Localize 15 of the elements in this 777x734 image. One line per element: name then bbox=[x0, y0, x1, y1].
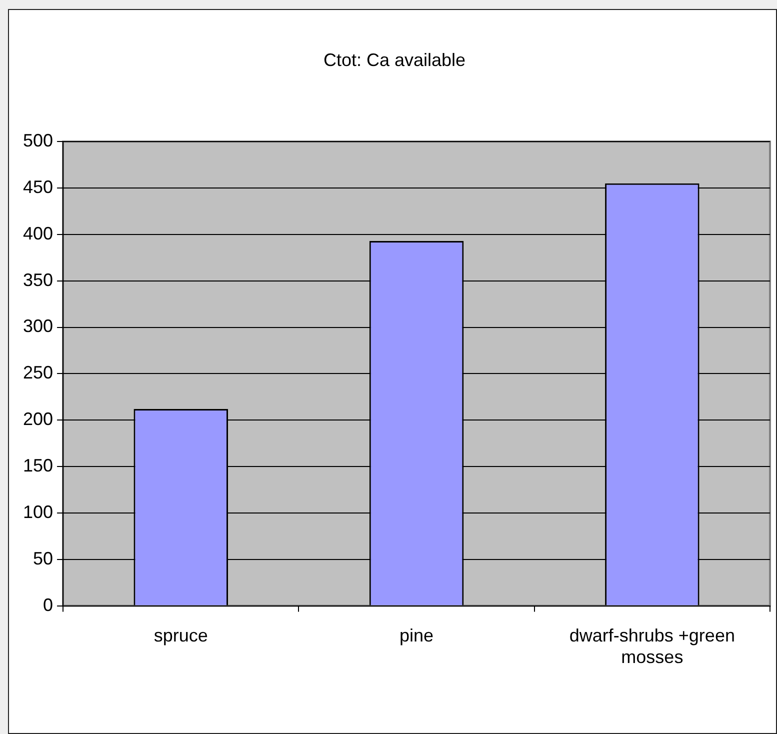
y-tick-label: 400 bbox=[22, 223, 54, 244]
x-tick-label: pine bbox=[400, 626, 434, 646]
y-tick-label: 450 bbox=[22, 176, 54, 197]
y-tick-label: 0 bbox=[43, 594, 54, 615]
x-tick-label: dwarf-shrubs +green mosses bbox=[569, 626, 735, 668]
y-tick-label: 200 bbox=[22, 409, 54, 430]
y-tick-label: 500 bbox=[22, 130, 54, 151]
y-tick-label: 50 bbox=[33, 548, 54, 568]
y-tick-label: 150 bbox=[22, 456, 54, 476]
y-tick-label: 100 bbox=[22, 502, 54, 522]
y-tick-label: 250 bbox=[22, 362, 54, 383]
y-tick-label: 300 bbox=[22, 316, 54, 336]
x-tick-label: spruce bbox=[154, 626, 208, 646]
chart-title: Ctot: Ca available bbox=[323, 50, 466, 70]
y-tick-label: 350 bbox=[22, 270, 54, 290]
